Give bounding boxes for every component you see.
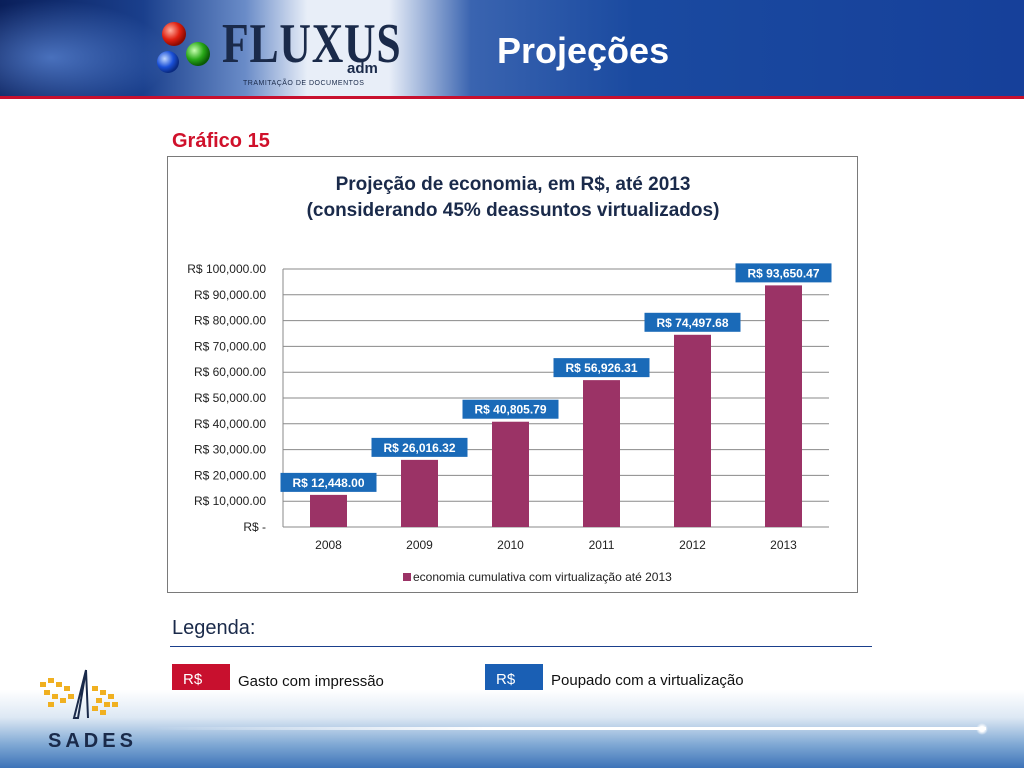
x-tick-label: 2009 [406,538,433,552]
data-label-background [280,472,377,492]
logo-suffix: adm [347,60,378,77]
x-tick-label: 2013 [770,538,797,552]
header-banner [0,0,1024,96]
molecule-logo-icon [157,22,210,73]
bar [310,494,347,527]
y-tick-label: R$ 30,000.00 [194,443,266,457]
bar [765,285,802,527]
y-tick-label: R$ 80,000.00 [194,314,266,328]
chart-title-line1: Projeção de economia, em R$, até 2013 [336,174,691,195]
chart-frame: Projeção de economia, em R$, até 2013 (c… [167,156,858,593]
data-label-background [644,312,741,332]
y-tick-label: R$ 10,000.00 [194,494,266,508]
footer-light-dot [976,723,988,735]
x-tick-label: 2008 [315,538,342,552]
bar-chart: Projeção de economia, em R$, até 2013 (c… [187,174,832,584]
y-tick-label: R$ 40,000.00 [194,417,266,431]
data-label: R$ 12,448.00 [280,472,377,492]
data-label: R$ 74,497.68 [644,312,741,332]
y-tick-label: R$ 20,000.00 [194,468,266,482]
chart-title-line2: (considerando 45% deassuntos virtualizad… [307,200,720,221]
page-title: Projeções [497,30,670,71]
y-tick-label: R$ 100,000.00 [187,262,266,276]
footer-brand: SADES [48,730,137,752]
x-tick-label: 2011 [589,538,615,552]
data-label-background [371,437,468,457]
y-tick-label: R$ 90,000.00 [194,288,266,302]
bars [310,285,802,527]
legend-label: economia cumulativa com virtualização at… [413,570,672,584]
y-tick-label: R$ 70,000.00 [194,339,266,353]
data-label-background [735,263,832,283]
legend-swatch-saved: R$ [485,664,543,695]
y-tick-label: R$ 60,000.00 [194,365,266,379]
data-label-text: R$ 12,448.00 [292,476,364,490]
legend-label-print-cost: Gasto com impressão [238,673,384,690]
header-glow [0,0,170,96]
logo-subtitle: TRAMITAÇÃO DE DOCUMENTOS [243,80,365,87]
legend-divider [170,646,872,647]
data-label-text: R$ 56,926.31 [565,361,637,375]
data-labels: R$ 12,448.00 R$ 26,016.32 R$ 40,805.79 R$ 5… [280,263,832,492]
logo-wordmark: FLUXUS [222,13,402,75]
data-label-text: R$ 26,016.32 [383,441,455,455]
data-label: R$ 56,926.31 [553,358,650,378]
legend-swatch-print-cost: R$ [172,664,230,695]
y-tick-label: R$ - [243,520,266,534]
y-axis-tick-labels: R$ - R$ 10,000.00 R$ 20,000.00 R$ 30,000.00… [187,262,266,534]
bar [401,459,438,527]
data-label-background [462,399,559,419]
bar [583,380,620,527]
chart-legend: economia cumulativa com virtualização at… [403,570,672,584]
header-divider [0,96,1024,99]
data-label-text: R$ 40,805.79 [474,403,546,417]
x-axis-tick-labels: 2008 2009 2010 2011 2012 2013 [315,538,797,552]
data-label: R$ 93,650.47 [735,263,832,283]
data-label-text: R$ 93,650.47 [747,266,819,280]
data-label: R$ 40,805.79 [462,399,559,419]
legend-swatch [403,573,411,581]
bar [674,334,711,527]
sades-logo-icon [40,669,118,719]
x-tick-label: 2010 [497,538,524,552]
data-label-text: R$ 74,497.68 [656,316,728,330]
legend-label-saved: Poupado com a virtualização [551,672,744,689]
bar [492,421,529,527]
footer-light-line [150,727,986,730]
data-label-background [553,358,650,378]
legend-heading: Legenda: [172,617,256,639]
chart-caption: Gráfico 15 [172,130,270,152]
x-tick-label: 2012 [679,538,706,552]
data-label: R$ 26,016.32 [371,437,468,457]
y-tick-label: R$ 50,000.00 [194,391,266,405]
